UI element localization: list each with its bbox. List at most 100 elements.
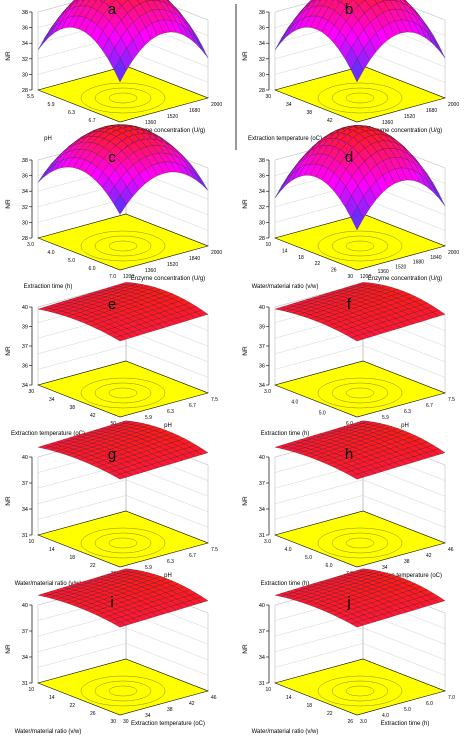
surface-patch (85, 0, 98, 8)
surface-patch (74, 0, 79, 2)
z-tick-label: 40 (22, 305, 28, 311)
x-axis-label: Water/material ratio (v/w) (252, 284, 319, 290)
z-tick-label: 28 (259, 88, 265, 94)
z-tick-label: 36 (22, 26, 28, 32)
surface-patch (432, 185, 446, 207)
y-tick-label: 1360 (382, 120, 393, 126)
contour-line (331, 532, 389, 554)
x-axis-label: Extraction time (h) (261, 581, 310, 587)
x-tick-label: 38 (69, 405, 75, 411)
x-tick-label: 10 (265, 687, 271, 693)
z-tick-label: 36 (259, 174, 265, 180)
contour-line (108, 92, 138, 104)
contour-line (345, 685, 375, 697)
x-axis-label: Extraction time (h) (24, 284, 73, 290)
y-tick-label: 2000 (448, 102, 459, 108)
y-axis-label: Enzyme concentration (U/g) (131, 276, 205, 282)
x-tick-label: 14 (282, 248, 288, 254)
z-axis-label: NR (5, 644, 12, 654)
y-tick-label: 2000 (448, 250, 459, 256)
contour-line (80, 82, 166, 114)
contour-line (80, 675, 166, 707)
wall-gridline (37, 643, 209, 676)
z-tick-label: 36 (259, 364, 265, 370)
y-tick-label: 4.0 (382, 713, 389, 719)
y-tick-label: 34 (382, 565, 388, 571)
z-tick-label: 30 (22, 72, 28, 78)
y-tick-label: 6.7 (189, 403, 196, 409)
y-tick-label: 38 (404, 559, 410, 565)
y-tick-label: 7.5 (448, 397, 455, 403)
surface-patch (73, 0, 85, 8)
surface-mesh (37, 568, 209, 628)
panel-f: 34 36 37 39 40 NR 3.0 4.0 5.0 6.0 Extraction time … (242, 282, 455, 437)
x-tick-label: 30 (28, 389, 34, 395)
y-axis-label: Extraction temperature (oC) (131, 721, 205, 727)
surface-patch (68, 0, 77, 7)
x-tick-label: 18 (298, 255, 304, 261)
y-tick-label: 1200 (123, 274, 134, 280)
x-tick-label: 5.9 (48, 102, 55, 108)
contour-line (317, 82, 403, 114)
x-tick-label: 10 (28, 539, 34, 545)
x-tick-label: 50 (110, 421, 116, 427)
surface-mesh (274, 420, 446, 480)
z-tick-label: 34 (22, 383, 28, 389)
contour-line (317, 675, 403, 707)
y-tick-label: 7.0 (448, 695, 455, 701)
x-tick-label: 14 (49, 547, 55, 553)
surface-patch (195, 596, 209, 603)
y-tick-label: 38 (167, 707, 173, 713)
z-tick-label: 34 (22, 189, 28, 195)
base-plane (274, 360, 446, 418)
x-tick-label: 22 (327, 711, 333, 717)
surface-mesh (274, 0, 446, 83)
panel-b: 283032343638NR3034384250Extraction tempe… (242, 0, 459, 142)
x-tick-label: 26 (347, 719, 353, 725)
x-tick-label: 6.0 (326, 563, 333, 569)
panel-c: 28 30 32 34 36 38 NR 3.0 4.0 5.0 6.0 7.0 Extraction … (5, 124, 222, 290)
surface-mesh (37, 282, 209, 342)
panel-letter: c (108, 149, 116, 166)
x-tick-label: 30 (265, 94, 271, 100)
x-tick-label: 22 (90, 563, 96, 569)
x-tick-label: 5.0 (68, 258, 75, 264)
z-tick-label: 40 (259, 603, 265, 609)
base-plane (274, 65, 446, 123)
y-tick-label: 5.9 (382, 415, 389, 421)
x-tick-label: 5.5 (27, 94, 34, 100)
y-tick-label: 1680 (426, 108, 437, 114)
panel-letter: i (110, 594, 113, 611)
y-axis-label: pH (164, 573, 172, 579)
surface-patch (195, 310, 209, 317)
contour-line (94, 382, 152, 404)
surface-patch (340, 0, 353, 7)
z-tick-label: 34 (259, 41, 265, 47)
wall-gridline (274, 345, 446, 378)
panel-g: 31343740NR1014182230Water/material ratio… (5, 420, 218, 587)
wall-gridline (274, 495, 446, 528)
surface-mesh (274, 282, 446, 342)
contour-line (94, 87, 152, 109)
z-tick-label: 34 (22, 507, 28, 513)
z-tick-label: 31 (259, 681, 265, 687)
base-plane (37, 65, 209, 123)
x-tick-label: 6.0 (89, 266, 96, 272)
z-axis-label: NR (242, 199, 249, 209)
wall-gridline (37, 495, 209, 528)
panel-letter: b (345, 1, 353, 18)
y-tick-label: 1680 (189, 108, 200, 114)
z-tick-label: 38 (22, 10, 28, 16)
x-tick-label: 34 (286, 102, 292, 108)
y-axis-label: Extraction time (h) (381, 721, 430, 727)
contour-line (80, 377, 166, 409)
z-axis-label: NR (5, 51, 12, 61)
x-tick-label: 7.0 (109, 274, 116, 280)
y-tick-label: 1520 (404, 114, 415, 120)
x-axis-label: pH (44, 136, 52, 142)
x-tick-label: 5.0 (319, 410, 326, 416)
y-tick-label: 5.9 (145, 565, 152, 571)
z-tick-label: 31 (22, 681, 28, 687)
panel-letter: d (345, 149, 353, 166)
